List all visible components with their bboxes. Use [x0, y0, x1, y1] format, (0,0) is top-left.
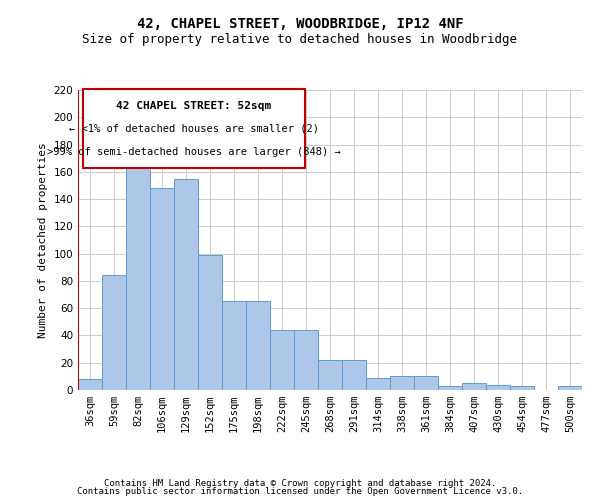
FancyBboxPatch shape — [83, 88, 305, 168]
Bar — [414, 376, 438, 390]
Bar — [126, 146, 150, 390]
Bar — [270, 330, 294, 390]
Bar — [102, 276, 126, 390]
Bar — [222, 302, 246, 390]
Bar — [486, 384, 510, 390]
Text: Size of property relative to detached houses in Woodbridge: Size of property relative to detached ho… — [83, 32, 517, 46]
Bar — [438, 386, 462, 390]
Bar — [246, 302, 270, 390]
Bar — [198, 255, 222, 390]
Text: >99% of semi-detached houses are larger (848) →: >99% of semi-detached houses are larger … — [47, 147, 341, 157]
Bar — [318, 360, 342, 390]
Bar — [294, 330, 318, 390]
Text: Contains public sector information licensed under the Open Government Licence v3: Contains public sector information licen… — [77, 487, 523, 496]
Bar — [174, 178, 198, 390]
Bar — [510, 386, 534, 390]
Bar — [366, 378, 390, 390]
Text: ← <1% of detached houses are smaller (2): ← <1% of detached houses are smaller (2) — [69, 123, 319, 133]
Text: 42, CHAPEL STREET, WOODBRIDGE, IP12 4NF: 42, CHAPEL STREET, WOODBRIDGE, IP12 4NF — [137, 18, 463, 32]
Y-axis label: Number of detached properties: Number of detached properties — [38, 142, 48, 338]
Bar — [342, 360, 366, 390]
Bar — [390, 376, 414, 390]
Bar — [462, 383, 486, 390]
Bar — [558, 386, 582, 390]
Text: Contains HM Land Registry data © Crown copyright and database right 2024.: Contains HM Land Registry data © Crown c… — [104, 478, 496, 488]
Bar — [78, 379, 102, 390]
Bar — [150, 188, 174, 390]
Text: 42 CHAPEL STREET: 52sqm: 42 CHAPEL STREET: 52sqm — [116, 101, 272, 111]
